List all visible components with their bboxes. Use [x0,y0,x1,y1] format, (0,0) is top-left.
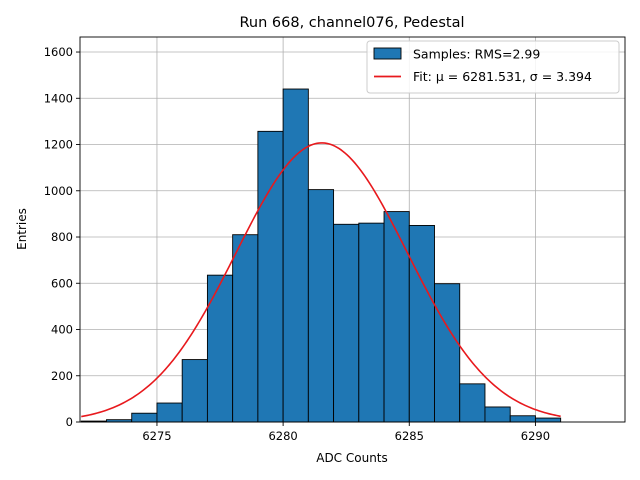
y-tick-label: 1600 [44,45,73,59]
legend-box [366,40,620,94]
y-tick-label: 1200 [44,138,73,152]
legend-histogram-swatch [373,47,402,60]
axis-ticks: 6275 6280 6285 6290 0 200 400 600 800 1000 1200 140… [44,45,550,443]
histogram-bar [257,130,284,423]
histogram-bar [509,415,536,423]
histogram-bar [282,88,309,423]
x-axis-label: ADC Counts [316,451,388,465]
y-tick-label: 1400 [44,91,73,105]
histogram-bar [131,412,158,423]
histogram-bar [232,234,259,423]
y-tick-label: 800 [51,230,73,244]
chart-title: Run 668, channel076, Pedestal [239,15,464,31]
legend-fit-label: Fit: μ = 6281.531, σ = 3.394 [413,69,592,84]
y-axis-label: Entries [15,208,29,250]
histogram-bar [534,417,562,423]
y-tick-label: 400 [51,323,73,337]
y-tick-label: 200 [51,369,73,383]
histogram-bar [408,225,435,423]
histogram-bar [156,402,183,423]
histogram-bar [383,211,410,423]
y-tick-label: 600 [51,276,73,290]
histogram-bars [80,88,562,423]
histogram-bar [333,223,360,423]
legend: Samples: RMS=2.99 Fit: μ = 6281.531, σ =… [366,40,620,94]
histogram-bar [434,283,461,423]
histogram-bar [206,274,234,423]
x-tick-label: 6275 [142,429,171,443]
x-tick-label: 6285 [395,429,424,443]
y-tick-label: 1000 [44,184,73,198]
histogram-bar [484,406,511,423]
x-tick-label: 6290 [521,429,550,443]
plot-frame [79,36,626,423]
legend-histogram-label: Samples: RMS=2.99 [413,47,540,62]
histogram-bar [358,222,385,423]
histogram-bar [459,383,486,423]
fit-curve [81,142,561,418]
y-tick-label: 0 [66,415,73,429]
histogram-bar [181,359,208,423]
histogram-bar [307,189,335,423]
x-tick-label: 6280 [268,429,297,443]
